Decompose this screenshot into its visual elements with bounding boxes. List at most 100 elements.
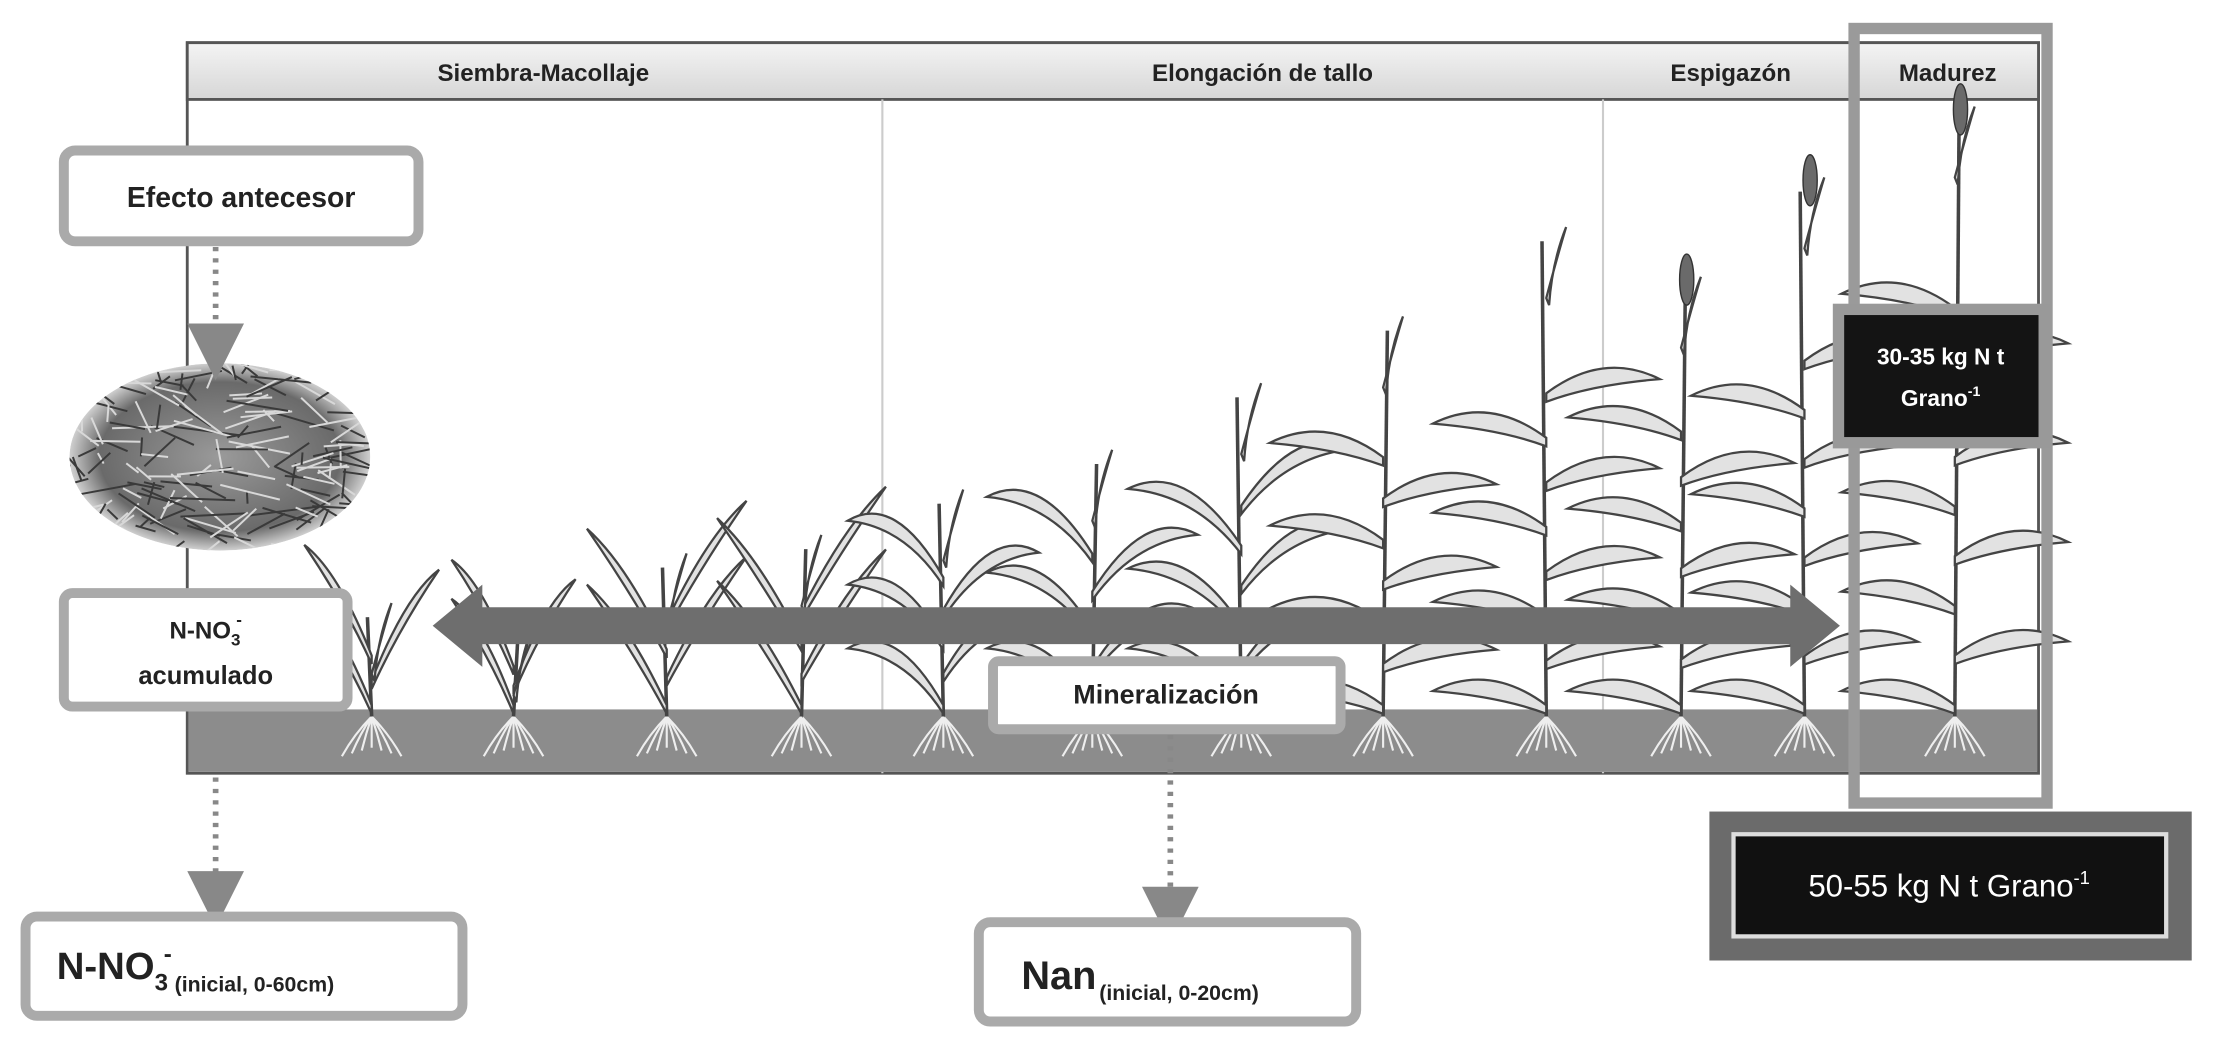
straw (300, 452, 304, 466)
straw (102, 373, 116, 393)
straw (170, 473, 203, 503)
leaf (1265, 430, 1385, 468)
straw (336, 441, 371, 446)
leaf (1381, 471, 1501, 509)
grain-head (1678, 253, 1695, 306)
straw (342, 470, 371, 477)
straw (89, 367, 121, 380)
leaf (800, 485, 887, 624)
straw (226, 425, 282, 439)
straw (173, 419, 233, 438)
leaf (844, 640, 945, 718)
leaf (942, 489, 965, 568)
leaf (1679, 276, 1702, 356)
straw (295, 381, 336, 406)
leaf (1381, 554, 1501, 592)
straw (71, 482, 136, 497)
straw (135, 466, 152, 481)
straw (286, 483, 331, 506)
stage-label: Siembra-Macollaje (437, 60, 649, 87)
formula: N-NO (169, 617, 231, 644)
leaf (1428, 678, 1548, 716)
straw (81, 507, 91, 532)
straw (228, 440, 291, 455)
straw (226, 399, 289, 412)
leaf (1803, 530, 1923, 568)
straw (69, 363, 74, 366)
leaf (1428, 500, 1548, 538)
straw (69, 514, 95, 521)
straw (125, 462, 140, 474)
leaf (1091, 526, 1202, 604)
straw (91, 364, 108, 392)
straw (295, 506, 319, 518)
straw (232, 507, 257, 532)
straw (147, 549, 158, 551)
box (20, 911, 468, 1021)
stage-label: Madurez (1899, 60, 1997, 87)
straw (77, 512, 81, 530)
leaf (1545, 226, 1568, 306)
straw (326, 447, 371, 460)
straw (132, 378, 180, 407)
straw (274, 465, 301, 479)
straw (245, 490, 249, 504)
leaf (370, 568, 440, 690)
straw (84, 363, 104, 366)
box (973, 917, 1362, 1027)
straw (232, 396, 273, 400)
straw (180, 377, 196, 405)
box-label: Nan (inicial, 0-20cm) (1021, 954, 1258, 1005)
leaf (942, 544, 1043, 622)
straw (96, 452, 105, 465)
box (58, 145, 424, 247)
straw (174, 401, 212, 428)
leaf (1123, 480, 1243, 558)
straw (180, 512, 246, 518)
straw (69, 452, 86, 477)
straw (94, 364, 122, 372)
straw (104, 363, 116, 368)
straw (135, 524, 156, 533)
straw (296, 457, 332, 473)
season-arrow (432, 584, 1840, 667)
straw (330, 421, 361, 444)
stem (365, 617, 374, 717)
straw (109, 555, 169, 563)
straw (172, 394, 198, 417)
straw (90, 417, 104, 445)
straw (80, 407, 84, 432)
leaf (1686, 383, 1806, 421)
straw (69, 477, 89, 497)
straw (246, 376, 293, 398)
straw (77, 447, 97, 458)
straw (143, 481, 165, 489)
root (942, 715, 975, 757)
straw (135, 549, 156, 551)
box-label: acumulado (138, 662, 273, 690)
leaf (1953, 529, 2073, 567)
straw (70, 516, 104, 525)
straw (106, 404, 110, 422)
root (665, 715, 698, 757)
leaf (1686, 678, 1806, 716)
straw (295, 507, 326, 531)
leaf (370, 602, 393, 682)
straw (183, 516, 237, 534)
leaf (1803, 177, 1826, 256)
leaf (1953, 628, 2073, 666)
straw (312, 446, 353, 458)
root (1680, 715, 1712, 757)
straw (235, 435, 290, 449)
straw (340, 424, 366, 439)
straw (139, 437, 144, 457)
straw (134, 400, 152, 434)
grain-head (1952, 83, 1969, 136)
superscript: -1 (2074, 867, 2090, 888)
straw (69, 378, 106, 395)
leaf (1545, 544, 1664, 582)
superscript: -1 (1968, 384, 1981, 400)
straw (69, 364, 119, 373)
root (1382, 715, 1414, 757)
straw (115, 514, 135, 529)
